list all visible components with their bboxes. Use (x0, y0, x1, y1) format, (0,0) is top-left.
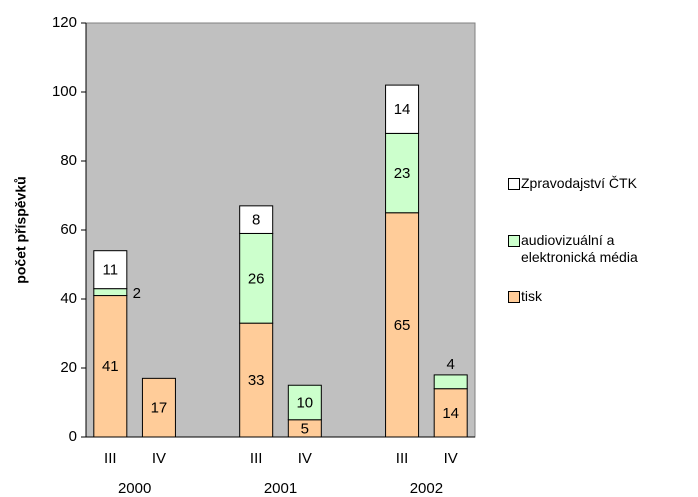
y-tick-label: 60 (60, 221, 77, 238)
y-axis-label: počet příspěvků (13, 176, 29, 283)
group-label: 2001 (264, 480, 297, 497)
legend-swatch (508, 235, 520, 247)
data-label: 14 (394, 101, 411, 118)
bar-segment (239, 322, 274, 438)
data-label: 65 (394, 317, 411, 334)
data-label: 17 (151, 400, 168, 417)
bar-segment (385, 132, 420, 214)
bar-segment (93, 295, 128, 438)
group-label: 2000 (118, 480, 151, 497)
bar-segment (433, 374, 468, 390)
y-tick-label: 80 (60, 152, 77, 169)
legend-label: audiovizuální a elektronická média (521, 232, 638, 265)
data-label: 8 (252, 212, 260, 229)
data-label: 2 (133, 285, 141, 302)
data-label: 23 (394, 165, 411, 182)
x-tick-label: III (396, 450, 409, 467)
legend-swatch (508, 291, 520, 303)
bar-segment (287, 384, 322, 421)
legend-label: Zpravodajství ČTK (521, 175, 637, 191)
data-label: 41 (102, 358, 119, 375)
bar-segment (93, 250, 128, 290)
bar-segment (141, 377, 176, 438)
data-label: 5 (301, 420, 309, 437)
data-label: 14 (442, 405, 459, 422)
y-tick-label: 100 (52, 83, 77, 100)
x-tick-label: IV (444, 450, 458, 467)
y-tick-label: 120 (52, 14, 77, 31)
legend-swatch (508, 178, 520, 190)
y-tick-label: 20 (60, 359, 77, 376)
bar-segment (93, 288, 128, 297)
legend-label: tisk (521, 288, 542, 304)
data-label: 26 (248, 270, 265, 287)
x-tick-label: III (104, 450, 117, 467)
x-tick-label: IV (298, 450, 312, 467)
bar-segment (385, 84, 420, 134)
data-label: 33 (248, 372, 265, 389)
x-tick-label: III (250, 450, 263, 467)
y-tick-label: 0 (69, 428, 77, 445)
data-label: 11 (103, 262, 119, 279)
data-label: 4 (447, 356, 455, 373)
bar-segment (239, 205, 274, 234)
y-tick-label: 40 (60, 290, 77, 307)
x-tick-label: IV (152, 450, 166, 467)
group-label: 2002 (410, 480, 443, 497)
data-label: 10 (296, 394, 313, 411)
